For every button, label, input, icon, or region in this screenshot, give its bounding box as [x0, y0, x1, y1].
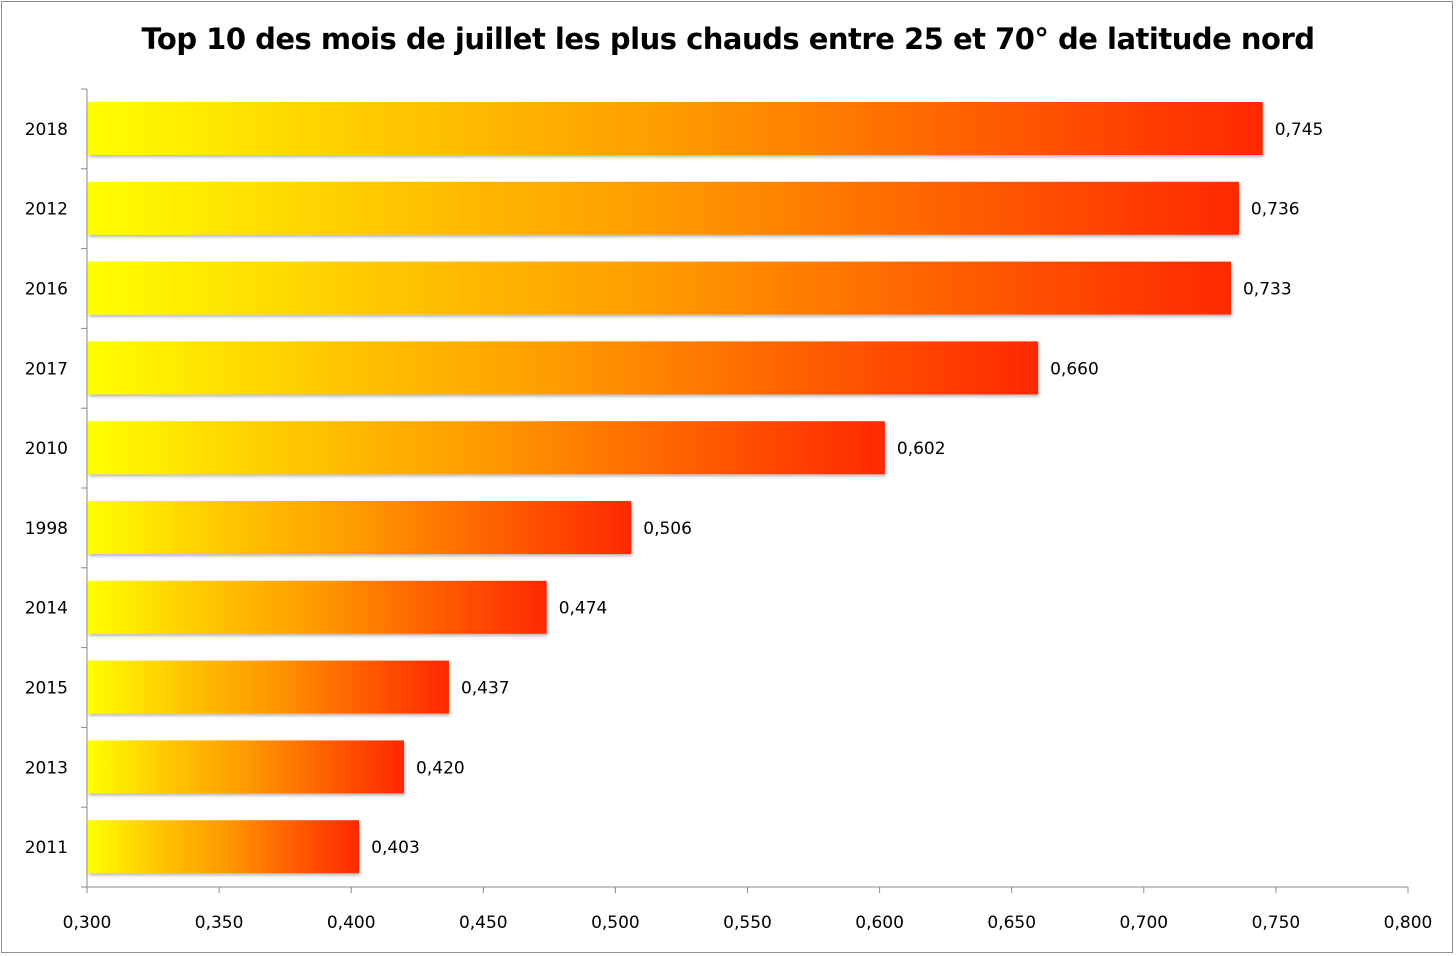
category-label: 2011	[25, 838, 68, 858]
data-label: 0,602	[897, 439, 946, 459]
data-label: 0,420	[416, 758, 465, 778]
data-label: 0,745	[1275, 120, 1324, 140]
x-tick-label: 0,500	[591, 913, 640, 933]
bar-2013	[88, 740, 405, 794]
bar-2015	[88, 660, 449, 714]
bar-2011	[88, 820, 360, 874]
x-tick-label: 0,750	[1252, 913, 1301, 933]
category-label: 2018	[25, 120, 68, 140]
data-label: 0,736	[1251, 200, 1300, 220]
category-label: 1998	[25, 519, 68, 539]
bar-2018	[88, 102, 1263, 155]
category-label: 2013	[25, 758, 68, 778]
data-label: 0,733	[1243, 280, 1292, 300]
category-label: 2015	[25, 679, 68, 699]
category-label: 2016	[25, 280, 68, 300]
data-label: 0,474	[559, 599, 608, 619]
bar-2012	[88, 181, 1239, 235]
bar-2017	[88, 341, 1039, 395]
data-label: 0,437	[461, 679, 510, 699]
x-tick-label: 0,700	[1119, 913, 1168, 933]
category-label: 2010	[25, 439, 68, 459]
x-tick-label: 0,550	[723, 913, 772, 933]
x-tick-label: 0,650	[987, 913, 1036, 933]
x-tick-label: 0,300	[63, 913, 112, 933]
x-tick-label: 0,450	[459, 913, 508, 933]
data-label: 0,660	[1050, 359, 1099, 379]
x-tick-label: 0,800	[1384, 913, 1433, 933]
x-tick-label: 0,350	[195, 913, 244, 933]
bar-2010	[88, 421, 885, 475]
chart-title: Top 10 des mois de juillet les plus chau…	[141, 22, 1315, 56]
data-label: 0,506	[643, 519, 692, 539]
bar-2014	[88, 580, 547, 634]
bar-1998	[88, 501, 632, 554]
x-tick-label: 0,600	[855, 913, 904, 933]
category-label: 2014	[25, 599, 68, 619]
category-label: 2012	[25, 200, 68, 220]
bar-2016	[88, 261, 1231, 315]
category-label: 2017	[25, 359, 68, 379]
x-tick-label: 0,400	[327, 913, 376, 933]
data-label: 0,403	[371, 838, 420, 858]
